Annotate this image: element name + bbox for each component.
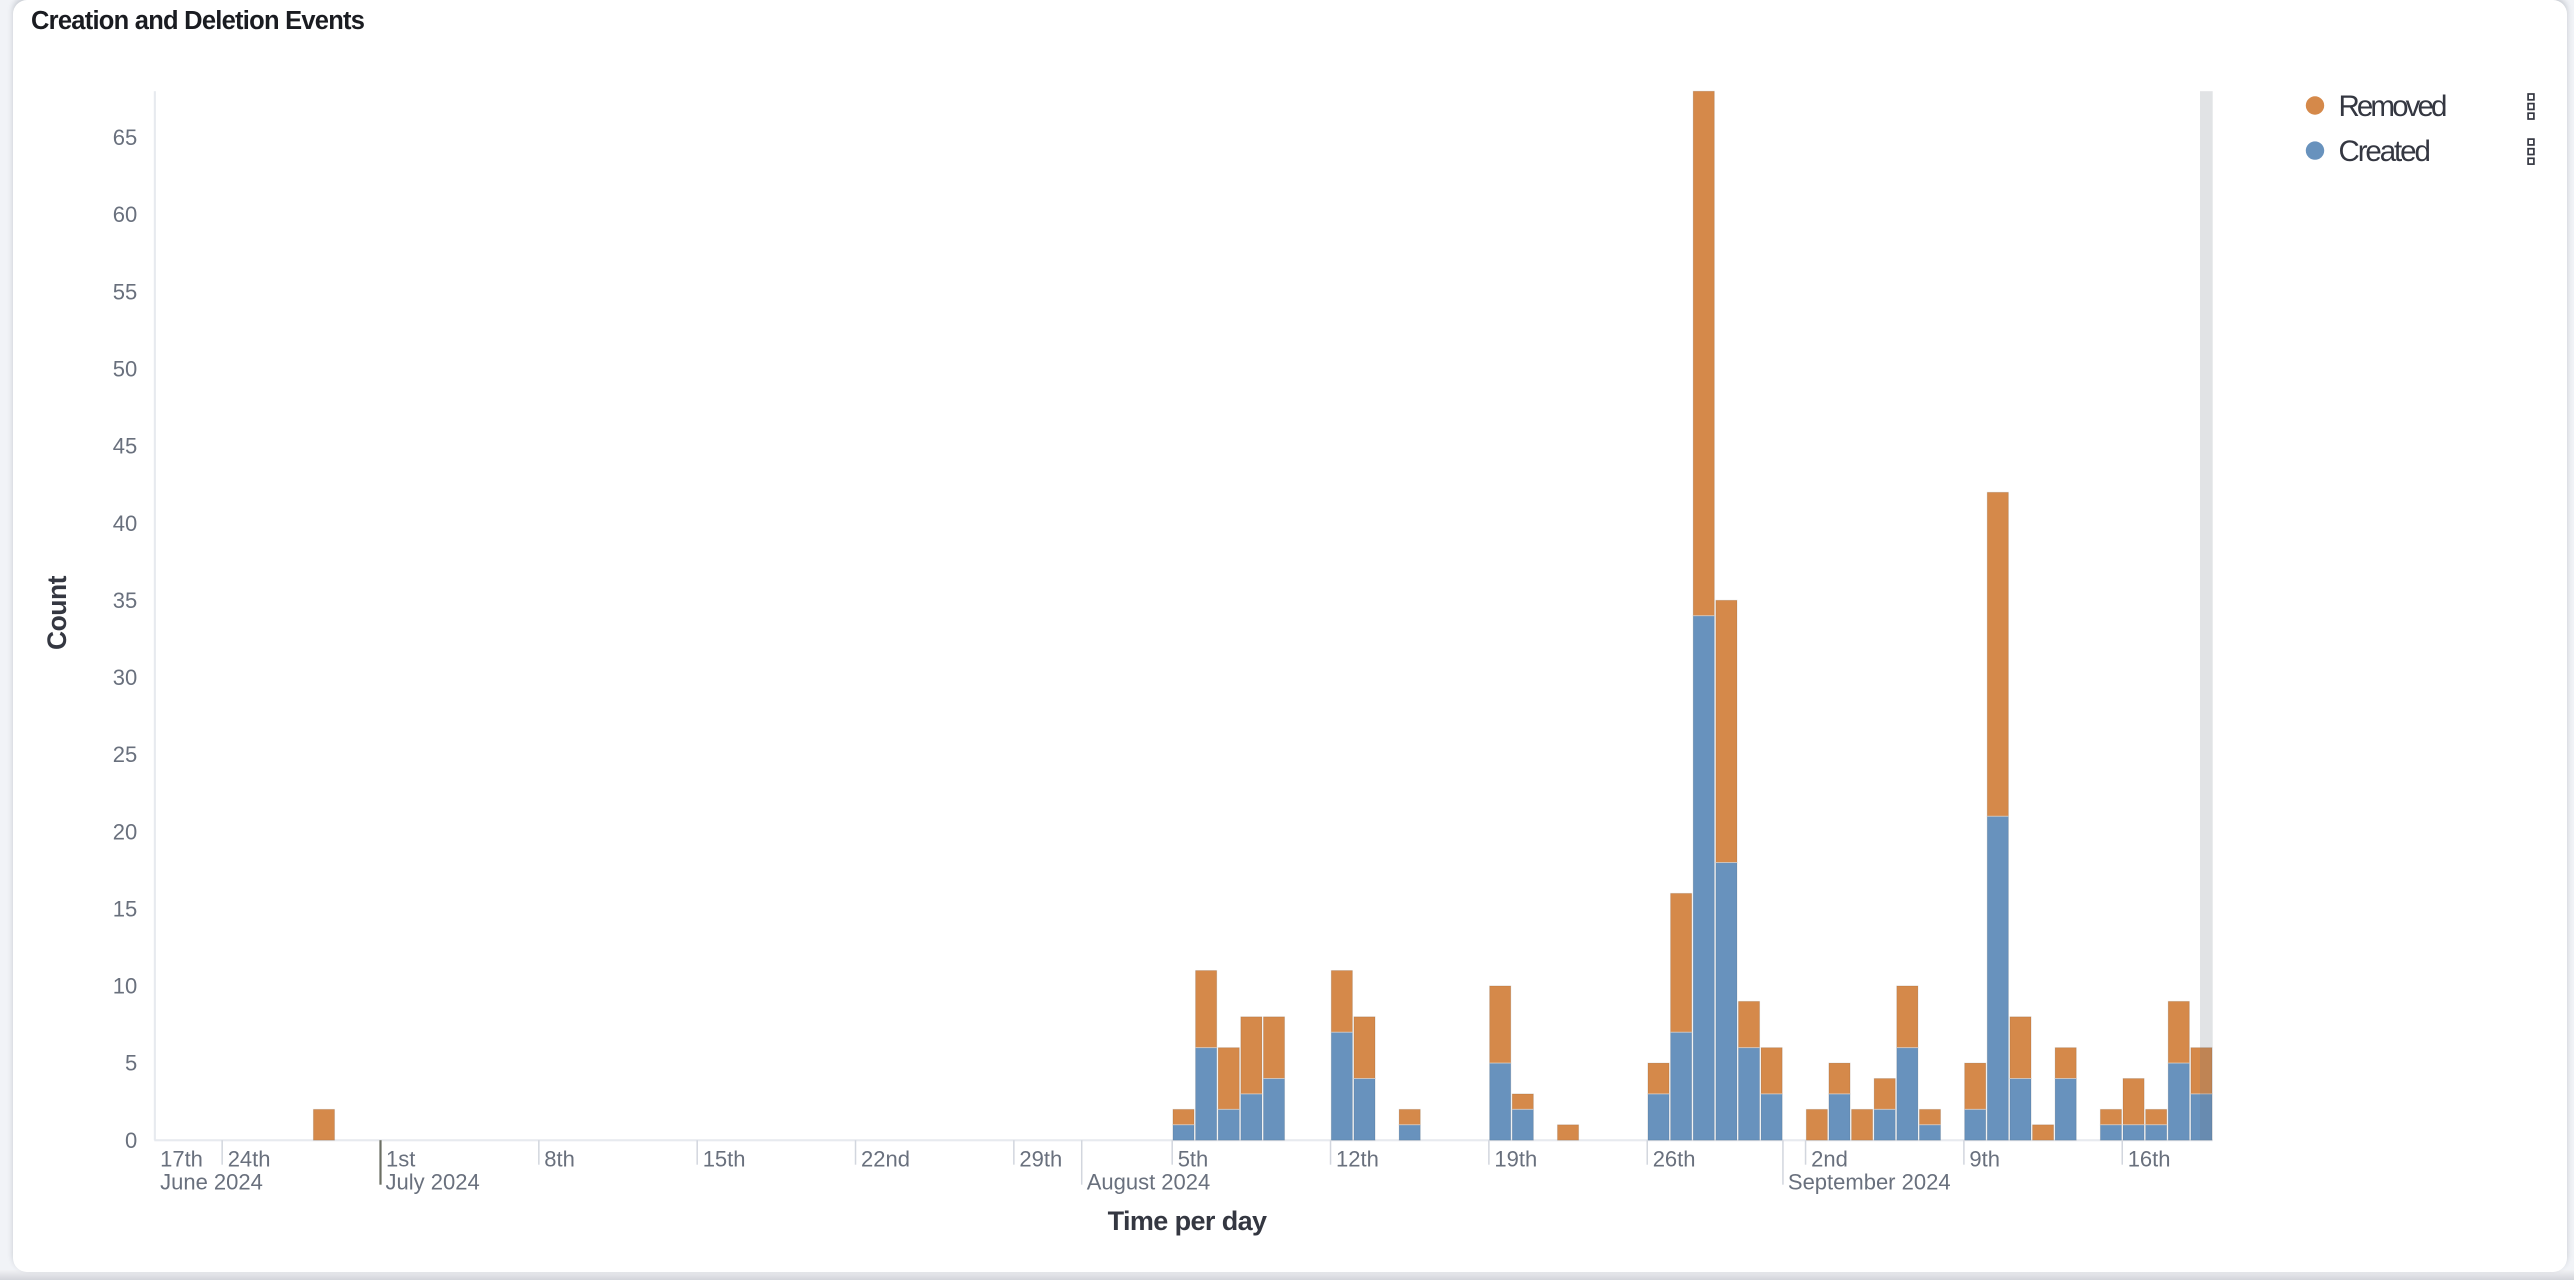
svg-text:Creation and Deletion Events: Creation and Deletion Events [31,7,365,35]
svg-text:17th: 17th [160,1146,203,1171]
svg-text:55: 55 [113,279,137,304]
svg-text:5: 5 [125,1051,137,1076]
svg-text:Created: Created [2339,135,2430,168]
svg-text:September 2024: September 2024 [1788,1169,1951,1194]
svg-text:2nd: 2nd [1811,1146,1848,1171]
svg-text:16th: 16th [2128,1146,2171,1171]
svg-text:8th: 8th [544,1146,575,1171]
svg-text:July 2024: July 2024 [386,1169,480,1194]
svg-text:10: 10 [113,974,137,999]
svg-text:9th: 9th [1969,1146,2000,1171]
svg-text:45: 45 [113,434,137,459]
svg-text:35: 35 [113,588,137,613]
svg-text:50: 50 [113,357,137,382]
svg-text:65: 65 [113,125,137,150]
svg-text:60: 60 [113,202,137,227]
svg-text:August 2024: August 2024 [1087,1169,1211,1194]
svg-text:15th: 15th [703,1146,746,1171]
svg-text:June 2024: June 2024 [160,1169,263,1194]
svg-text:1st: 1st [386,1146,415,1171]
svg-text:5th: 5th [1178,1146,1209,1171]
svg-text:25: 25 [113,742,137,767]
svg-text:20: 20 [113,819,137,844]
svg-text:0: 0 [125,1128,137,1153]
svg-text:Time per day: Time per day [1108,1206,1267,1236]
svg-text:29th: 29th [1019,1146,1062,1171]
svg-text:19th: 19th [1494,1146,1537,1171]
svg-text:30: 30 [113,665,137,690]
svg-text:24th: 24th [228,1146,271,1171]
svg-text:40: 40 [113,511,137,536]
svg-text:Removed: Removed [2339,90,2446,123]
svg-text:15: 15 [113,896,137,921]
svg-text:Count: Count [42,575,72,650]
svg-text:12th: 12th [1336,1146,1379,1171]
svg-text:22nd: 22nd [861,1146,910,1171]
svg-text:26th: 26th [1653,1146,1696,1171]
